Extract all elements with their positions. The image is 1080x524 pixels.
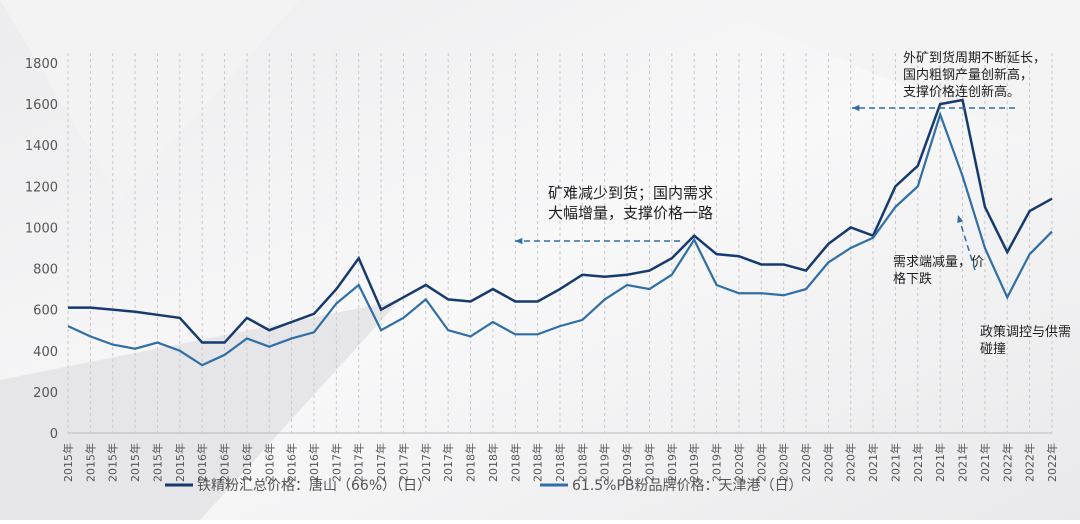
- x-tick-label: 2018年: [531, 443, 545, 482]
- x-tick-label: 2016年: [285, 443, 299, 482]
- x-tick-label: 2021年: [956, 443, 970, 482]
- y-tick-label: 400: [33, 345, 58, 360]
- y-tick-label: 0: [50, 427, 58, 442]
- x-tick-label: 2021年: [978, 443, 992, 482]
- x-tick-label: 2020年: [821, 443, 835, 482]
- x-tick-label: 2019年: [665, 443, 679, 482]
- arrow-head: [957, 215, 964, 223]
- x-tick-label: 2021年: [888, 443, 902, 482]
- x-tick-label: 2017年: [441, 443, 455, 482]
- grid: 0 200 400 600 800 1000 1200 1400 1600 1800 2015年 20…: [25, 53, 1059, 482]
- y-tick-label: 800: [33, 263, 58, 278]
- y-tick-label: 200: [33, 386, 58, 401]
- annotation: 大幅增量，支撑价格一路: [548, 204, 713, 222]
- x-tick-label: 2019年: [598, 443, 612, 482]
- x-tick-label: 2020年: [777, 443, 791, 482]
- legend-label: 铁精粉汇总价格：唐山（66%）（日）: [197, 477, 431, 494]
- x-tick-label: 2018年: [508, 443, 522, 482]
- x-tick-label: 2017年: [419, 443, 433, 482]
- arrow-head: [515, 237, 523, 245]
- x-tick-label: 2016年: [262, 443, 276, 482]
- x-tick-label: 2016年: [307, 443, 321, 482]
- y-tick-label: 1600: [25, 98, 58, 113]
- annotation: 政策调控与供需: [980, 324, 1071, 340]
- plot: 铁精粉汇总价格：唐山（66%）（日） 61.5%PB粉品牌价格：天津港（日）: [67, 98, 1053, 494]
- x-tick-label: 2019年: [687, 443, 701, 482]
- arrow-head: [852, 104, 860, 112]
- y-tick-label: 1000: [25, 221, 58, 236]
- x-tick-label: 2020年: [732, 443, 746, 482]
- annotation: 国内粗钢产量创新高，: [903, 67, 1033, 83]
- x-tick-label: 2022年: [1000, 443, 1014, 482]
- annotation: 外矿到货周期不断延长，: [903, 50, 1046, 66]
- x-tick-label: 2018年: [464, 443, 478, 482]
- x-tick-label: 2022年: [1023, 443, 1037, 482]
- annotation: 支撑价格连创新高。: [903, 84, 1020, 100]
- x-tick-label: 2018年: [575, 443, 589, 482]
- y-tick-label: 1800: [25, 57, 58, 72]
- annotation: 矿难减少到货；国内需求: [548, 184, 713, 202]
- y-tick-label: 1400: [25, 139, 58, 154]
- background-shape: [0, 300, 400, 520]
- x-tick-label: 2015年: [83, 443, 97, 482]
- x-tick-label: 2015年: [128, 443, 142, 482]
- x-tick-label: 2020年: [844, 443, 858, 482]
- x-tick-label: 2020年: [799, 443, 813, 482]
- x-tick-label: 2017年: [329, 443, 343, 482]
- x-tick-label: 2015年: [173, 443, 187, 482]
- x-tick-label: 2022年: [1045, 443, 1059, 482]
- x-tick-label: 2019年: [710, 443, 724, 482]
- legend-label: 61.5%PB粉品牌价格：天津港（日）: [572, 477, 803, 494]
- annotation: 格下跌: [893, 271, 932, 287]
- series-line: [68, 98, 1053, 344]
- background-shape: [0, 0, 300, 200]
- x-tick-label: 2017年: [352, 443, 366, 482]
- x-tick-label: 2020年: [754, 443, 768, 482]
- x-tick-label: 2015年: [61, 443, 75, 482]
- annotation: 碰撞: [980, 342, 1006, 357]
- x-tick-label: 2021年: [933, 443, 947, 482]
- x-tick-label: 2015年: [150, 443, 164, 482]
- x-tick-label: 2019年: [620, 443, 634, 482]
- x-tick-label: 2021年: [911, 443, 925, 482]
- y-tick-label: 600: [33, 304, 58, 319]
- annotation: 需求端减量，价: [893, 255, 984, 270]
- x-tick-label: 2017年: [396, 443, 410, 482]
- x-tick-label: 2016年: [240, 443, 254, 482]
- x-tick-label: 2018年: [486, 443, 500, 482]
- x-tick-label: 2016年: [218, 443, 232, 482]
- x-tick-label: 2017年: [374, 443, 388, 482]
- x-tick-label: 2019年: [642, 443, 656, 482]
- x-tick-label: 2018年: [553, 443, 567, 482]
- x-tick-label: 2021年: [866, 443, 880, 482]
- x-tick-label: 2016年: [195, 443, 209, 482]
- series-line: [67, 110, 1053, 367]
- y-tick-label: 1200: [25, 180, 58, 195]
- x-tick-label: 2015年: [106, 443, 120, 482]
